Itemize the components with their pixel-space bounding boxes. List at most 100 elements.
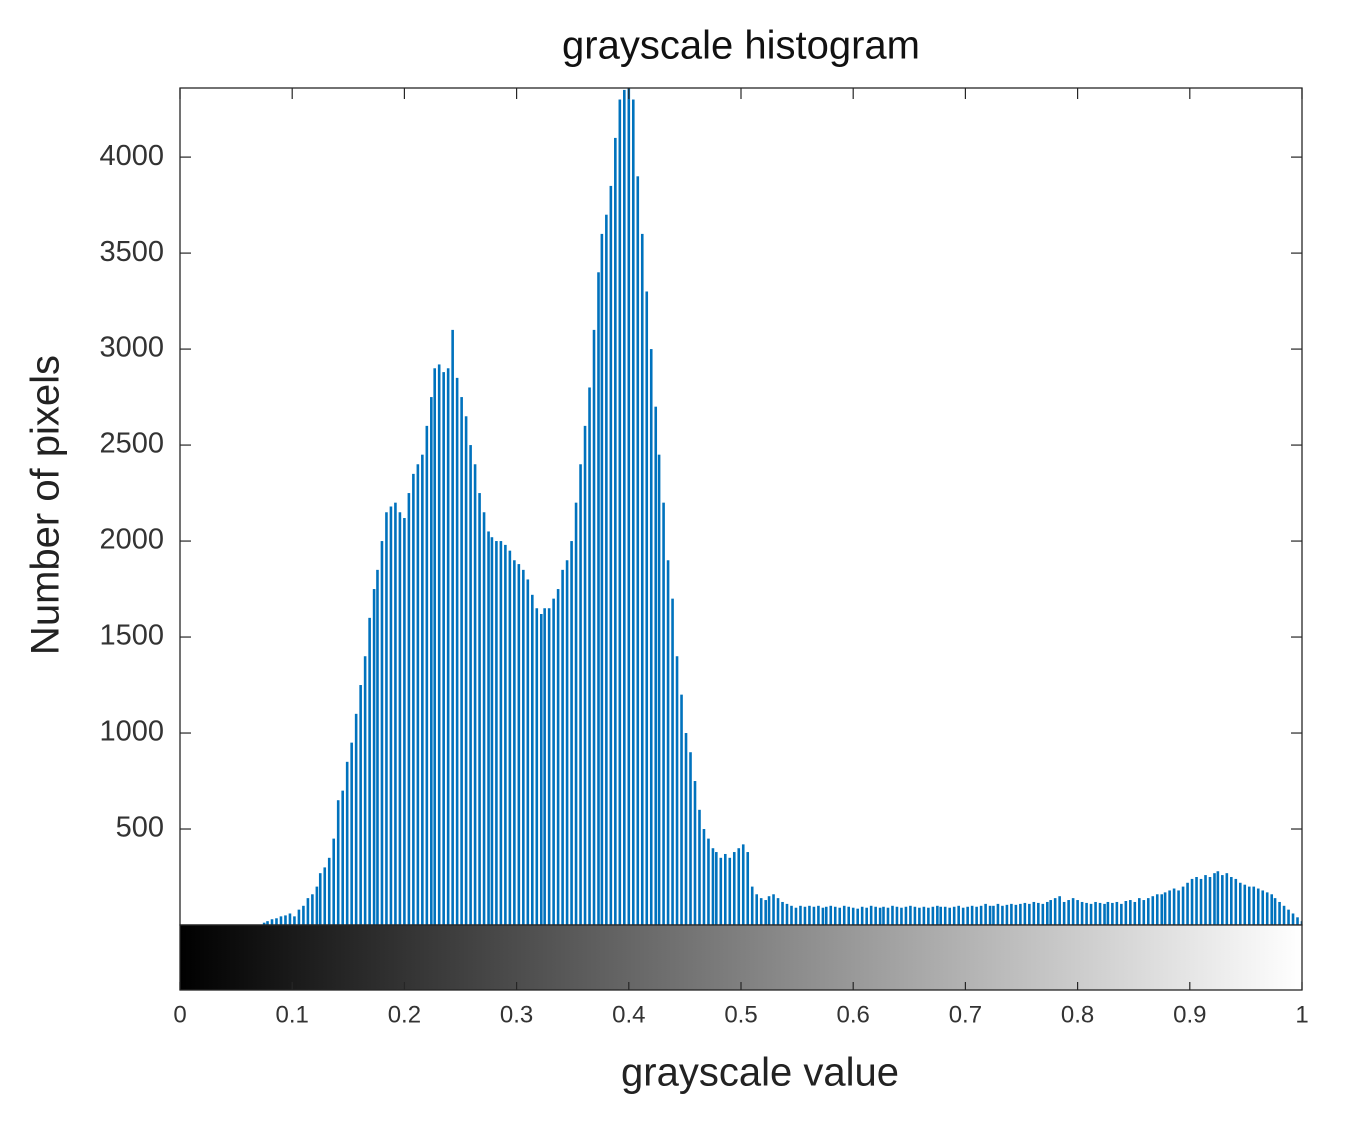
bar	[332, 838, 336, 925]
bar	[1168, 890, 1171, 925]
bar	[948, 907, 951, 925]
y-tick-label: 1000	[99, 716, 164, 748]
bar	[790, 905, 793, 925]
bar	[1195, 877, 1198, 925]
bar	[297, 909, 301, 925]
bar	[808, 905, 811, 925]
bar	[499, 541, 503, 925]
bar	[583, 425, 587, 925]
y-tick-label: 1500	[99, 620, 164, 652]
bar	[547, 608, 551, 925]
colorbar	[179, 924, 1303, 991]
bar	[1181, 886, 1185, 925]
x-tick-label: 0.8	[1061, 1001, 1094, 1028]
bar	[425, 425, 429, 925]
bar	[657, 454, 661, 925]
bar	[970, 905, 974, 925]
bar	[1287, 909, 1290, 925]
bar	[737, 848, 741, 925]
bar	[469, 445, 472, 925]
bar	[776, 898, 780, 925]
bar	[1243, 884, 1247, 925]
bar	[860, 906, 864, 925]
bar	[1028, 903, 1031, 925]
bar	[895, 906, 899, 925]
bar	[1216, 871, 1220, 925]
bar	[764, 900, 767, 925]
bar	[1089, 903, 1093, 925]
bar	[627, 88, 631, 925]
bar	[460, 397, 463, 925]
bar	[1204, 875, 1207, 925]
bar	[605, 214, 608, 925]
bar	[719, 857, 723, 925]
bar	[909, 905, 912, 925]
bar	[649, 349, 653, 925]
bar	[851, 907, 855, 925]
bar	[829, 905, 833, 925]
bar	[275, 918, 278, 925]
bar	[368, 617, 371, 925]
bar	[380, 541, 384, 925]
bar	[1270, 894, 1274, 925]
x-tick-label: 0.9	[1173, 1001, 1206, 1028]
bar	[490, 537, 494, 925]
x-tick-label: 0.3	[500, 1001, 533, 1028]
bar	[526, 579, 530, 925]
bar	[464, 416, 468, 925]
bar	[927, 907, 930, 925]
bar	[1282, 905, 1286, 925]
bar	[1225, 873, 1229, 925]
bar	[416, 464, 420, 925]
bar	[1103, 903, 1106, 925]
bar	[1080, 901, 1084, 925]
bar	[556, 589, 560, 925]
bar	[504, 544, 507, 925]
bar	[707, 838, 710, 925]
bar	[966, 906, 969, 925]
bar	[288, 913, 292, 925]
bar	[711, 848, 715, 925]
bar	[1256, 888, 1260, 925]
bar	[904, 906, 908, 925]
bar	[478, 493, 481, 925]
bar	[654, 406, 658, 925]
y-axis-label: Number of pixels	[24, 355, 68, 655]
bar	[1037, 902, 1040, 925]
bar	[279, 916, 283, 925]
x-tick-label: 1	[1295, 1001, 1308, 1028]
y-tick-label: 2500	[99, 428, 164, 460]
bar	[508, 550, 512, 925]
bar	[1076, 900, 1079, 925]
bar	[891, 905, 894, 925]
bar	[1247, 886, 1251, 925]
bar	[517, 564, 521, 925]
bar	[1085, 902, 1088, 925]
bar	[412, 473, 415, 925]
bar	[284, 915, 287, 925]
bar	[723, 853, 727, 925]
bar	[698, 809, 701, 925]
bar	[939, 906, 943, 925]
bar	[588, 387, 591, 925]
bar	[842, 905, 846, 925]
bar	[270, 919, 274, 925]
bar	[1032, 901, 1036, 925]
x-tick-label: 0.1	[276, 1001, 309, 1028]
bar	[865, 907, 868, 925]
bar	[1053, 898, 1057, 925]
bar	[306, 898, 310, 925]
bar	[609, 185, 613, 925]
bar	[592, 329, 596, 925]
bar	[266, 921, 269, 925]
x-tick-label: 0	[173, 1001, 186, 1028]
bar	[293, 916, 296, 925]
bar	[407, 493, 411, 925]
bar	[446, 368, 450, 925]
bar	[675, 656, 679, 925]
bar	[1001, 905, 1004, 925]
bar	[543, 608, 546, 925]
y-tick-label: 4000	[99, 140, 164, 172]
bar	[1252, 886, 1256, 925]
bar	[539, 614, 543, 925]
